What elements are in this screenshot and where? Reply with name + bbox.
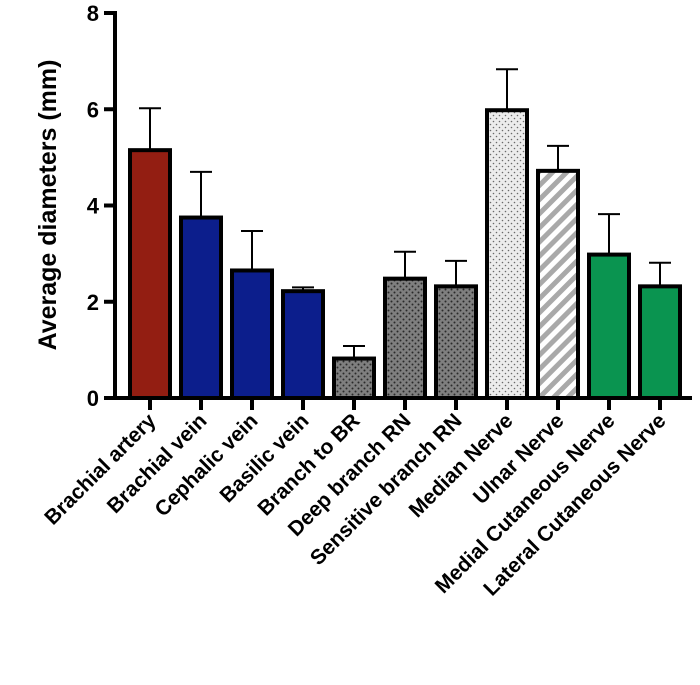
bar [638, 284, 682, 401]
bar [179, 215, 223, 400]
bar [587, 252, 631, 400]
y-tick-label: 6 [87, 97, 99, 122]
y-tick-label: 8 [87, 1, 99, 26]
bar [383, 276, 427, 400]
bar [128, 148, 172, 400]
y-tick-label: 4 [87, 194, 100, 219]
bar [485, 108, 529, 401]
y-tick-label: 0 [87, 386, 99, 411]
bars [128, 68, 682, 401]
bar [536, 168, 580, 400]
y-axis-title: Average diameters (mm) [34, 60, 62, 351]
y-tick-label: 2 [87, 290, 99, 315]
bar [434, 284, 478, 401]
bar [332, 356, 376, 401]
bar [230, 268, 274, 400]
bar [281, 289, 325, 401]
